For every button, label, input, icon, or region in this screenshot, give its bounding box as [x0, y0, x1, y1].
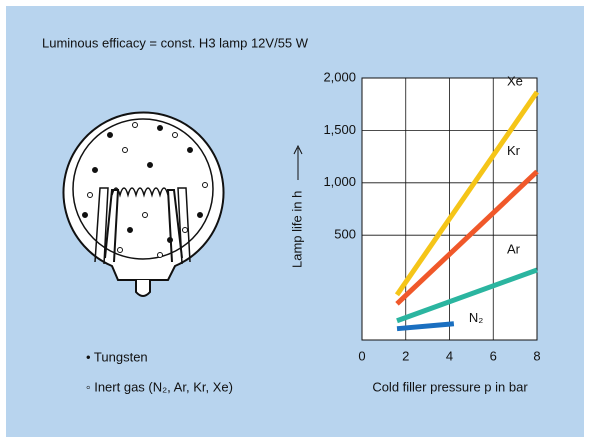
y-axis-label: Lamp life in h — [289, 191, 304, 268]
x-tick-label: 0 — [358, 348, 365, 363]
series-label: Xe — [507, 73, 523, 88]
series-label: Kr — [507, 143, 521, 158]
legend-gas: ◦ Inert gas (N₂, Ar, Kr, Xe) — [86, 379, 233, 394]
x-tick-label: 6 — [490, 348, 497, 363]
page: Luminous efficacy = const. H3 lamp 12V/5… — [0, 0, 590, 443]
header-title: Luminous efficacy = const. H3 lamp 12V/5… — [42, 35, 309, 50]
series-label: Ar — [507, 241, 521, 256]
y-tick-label: 1,500 — [323, 122, 356, 137]
x-tick-label: 2 — [402, 348, 409, 363]
legend-tungsten: • Tungsten — [86, 349, 148, 364]
y-tick-label: 2,000 — [323, 69, 356, 84]
x-tick-label: 4 — [446, 348, 453, 363]
x-axis-label: Cold filler pressure p in bar — [372, 379, 528, 394]
y-tick-label: 1,000 — [323, 174, 356, 189]
series-label: N₂ — [469, 310, 483, 325]
y-tick-label: 500 — [334, 227, 356, 242]
x-tick-label: 8 — [533, 348, 540, 363]
